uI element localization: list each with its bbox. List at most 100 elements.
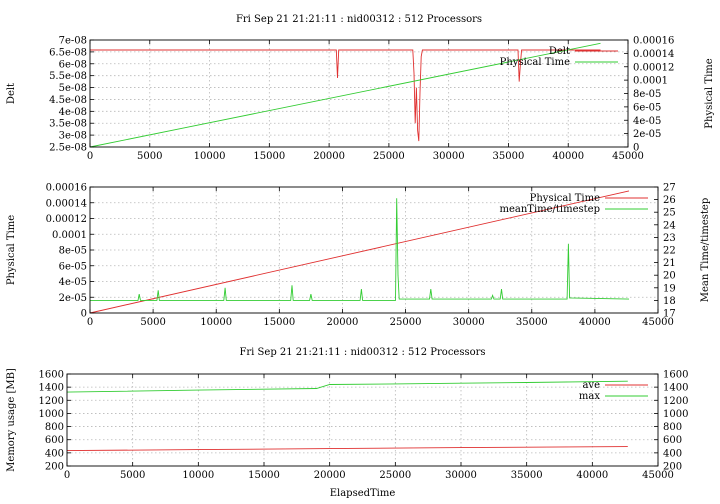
y-tick-label: 8e-05 bbox=[59, 246, 87, 257]
x-tick-label: 25000 bbox=[379, 470, 411, 481]
chart-title: Fri Sep 21 21:21:11 : nid00312 : 512 Pro… bbox=[239, 347, 485, 358]
x-tick-label: 5000 bbox=[140, 317, 165, 328]
y-tick-label: 0.00016 bbox=[46, 183, 87, 194]
y2-tick-label: 0.00012 bbox=[633, 62, 674, 73]
legend-label: Delt bbox=[549, 46, 570, 57]
y-tick-label: 0.0001 bbox=[52, 230, 87, 241]
y2-tick-label: 6e-05 bbox=[633, 102, 661, 113]
y2-tick-label: 1200 bbox=[663, 396, 688, 407]
chart-title: Fri Sep 21 21:21:11 : nid00312 : 512 Pro… bbox=[236, 14, 482, 25]
x-tick-label: 20000 bbox=[327, 317, 359, 328]
legend-label: meanTime/timestep bbox=[499, 204, 600, 215]
y2-tick-label: 23 bbox=[663, 233, 676, 244]
series-line bbox=[90, 198, 630, 301]
x-tick-label: 45000 bbox=[642, 470, 674, 481]
y-tick-label: 1400 bbox=[39, 383, 64, 394]
y2-tick-label: 8e-05 bbox=[633, 89, 661, 100]
y2-tick-label: 4e-05 bbox=[633, 116, 661, 127]
series-line bbox=[66, 446, 628, 452]
y2-tick-label: 21 bbox=[663, 258, 676, 269]
y2-tick-label: 20 bbox=[663, 271, 676, 282]
x-tick-label: 5000 bbox=[120, 470, 145, 481]
plot-frame bbox=[89, 39, 629, 148]
y-tick-label: 4e-05 bbox=[59, 277, 87, 288]
y-axis-label: Memory usage [MB] bbox=[6, 368, 17, 472]
x-tick-label: 25000 bbox=[390, 317, 422, 328]
y-tick-label: 4e-08 bbox=[59, 107, 87, 118]
x-tick-label: 25000 bbox=[373, 151, 405, 162]
y-tick-label: 600 bbox=[45, 435, 64, 446]
y2-tick-label: 200 bbox=[663, 462, 682, 473]
series-line bbox=[90, 49, 601, 142]
legend-label: Physical Time bbox=[530, 193, 600, 204]
y-tick-label: 6.5e-08 bbox=[49, 47, 87, 58]
x-tick-label: 15000 bbox=[263, 317, 295, 328]
y2-tick-label: 1000 bbox=[663, 409, 688, 420]
x-tick-label: 30000 bbox=[445, 470, 477, 481]
x-tick-label: 10000 bbox=[200, 317, 232, 328]
x-tick-label: 10000 bbox=[194, 151, 226, 162]
legend-label: max bbox=[579, 391, 600, 402]
x-tick-label: 15000 bbox=[248, 470, 280, 481]
x-tick-label: 45000 bbox=[642, 317, 674, 328]
y2-tick-label: 0.00016 bbox=[633, 36, 674, 47]
y-tick-label: 6e-05 bbox=[59, 261, 87, 272]
y2-tick-label: 800 bbox=[663, 422, 682, 433]
y2-tick-label: 18 bbox=[663, 296, 676, 307]
series-line bbox=[66, 380, 628, 393]
x-tick-label: 35000 bbox=[511, 470, 543, 481]
y2-axis-label: Physical Time bbox=[704, 58, 715, 128]
x-tick-label: 30000 bbox=[433, 151, 465, 162]
x-tick-label: 20000 bbox=[314, 470, 346, 481]
x-axis-label: ElapsedTime bbox=[330, 488, 396, 499]
x-tick-label: 20000 bbox=[313, 151, 345, 162]
y-tick-label: 2e-05 bbox=[59, 293, 87, 304]
y-tick-label: 5e-08 bbox=[59, 83, 87, 94]
x-tick-label: 0 bbox=[87, 151, 93, 162]
y2-tick-label: 17 bbox=[663, 309, 676, 320]
x-tick-label: 45000 bbox=[612, 151, 644, 162]
y2-tick-label: 0 bbox=[633, 143, 639, 154]
series-line bbox=[89, 42, 601, 148]
y2-tick-label: 25 bbox=[663, 208, 676, 219]
y-tick-label: 2.5e-08 bbox=[49, 143, 87, 154]
y-tick-label: 0.00012 bbox=[46, 214, 87, 225]
x-tick-label: 15000 bbox=[253, 151, 285, 162]
y-axis-label: Delt bbox=[6, 83, 17, 104]
y-tick-label: 1200 bbox=[39, 396, 64, 407]
y2-tick-label: 0.00014 bbox=[633, 49, 674, 60]
x-tick-label: 40000 bbox=[576, 470, 608, 481]
x-tick-label: 10000 bbox=[182, 470, 214, 481]
legend-label: ave bbox=[582, 380, 600, 391]
y2-tick-label: 1600 bbox=[663, 370, 688, 381]
y2-tick-label: 22 bbox=[663, 246, 676, 257]
y-tick-label: 0.00014 bbox=[46, 198, 87, 209]
y-axis-label: Physical Time bbox=[6, 215, 17, 285]
x-tick-label: 40000 bbox=[552, 151, 584, 162]
x-tick-label: 0 bbox=[64, 470, 70, 481]
y2-tick-label: 600 bbox=[663, 435, 682, 446]
legend-label: Physical Time bbox=[500, 57, 570, 68]
y-tick-label: 1000 bbox=[39, 409, 64, 420]
y-tick-label: 3.5e-08 bbox=[49, 119, 87, 130]
plot-frame bbox=[66, 373, 659, 467]
y-tick-label: 800 bbox=[45, 422, 64, 433]
x-tick-label: 5000 bbox=[137, 151, 162, 162]
y2-tick-label: 19 bbox=[663, 283, 676, 294]
y-tick-label: 6e-08 bbox=[59, 59, 87, 70]
x-tick-label: 35000 bbox=[493, 151, 525, 162]
plot-frame bbox=[89, 186, 659, 314]
y2-tick-label: 400 bbox=[663, 448, 682, 459]
y-tick-label: 4.5e-08 bbox=[49, 95, 87, 106]
y2-tick-label: 26 bbox=[663, 195, 676, 206]
y-tick-label: 400 bbox=[45, 448, 64, 459]
x-tick-label: 0 bbox=[87, 317, 93, 328]
y2-tick-label: 2e-05 bbox=[633, 129, 661, 140]
y-tick-label: 7e-08 bbox=[59, 36, 87, 47]
y-tick-label: 5.5e-08 bbox=[49, 71, 87, 82]
y-tick-label: 200 bbox=[45, 462, 64, 473]
x-tick-label: 40000 bbox=[579, 317, 611, 328]
y2-tick-label: 27 bbox=[663, 183, 676, 194]
y2-tick-label: 0.0001 bbox=[633, 76, 668, 87]
